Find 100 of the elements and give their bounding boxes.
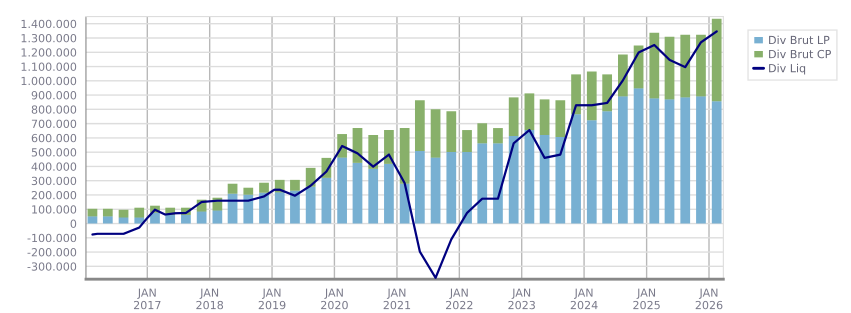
bar [259,192,269,224]
bar [212,210,222,224]
bar [102,216,113,224]
legend-label: Div Brut CP [769,50,831,58]
bar [493,143,503,224]
bar [243,194,254,224]
bar [306,186,316,224]
bar [462,130,472,152]
y-tick-label: -100.000 [28,234,76,242]
bar [664,99,674,224]
bar [228,194,238,224]
y-tick-label: 1.100.000 [22,62,76,71]
x-tick-label: JAN 2019 [258,288,286,310]
x-tick-label: JAN 2024 [570,288,598,310]
x-tick-label: JAN 2017 [134,288,160,310]
bar [462,152,472,224]
bar [680,34,690,98]
bar [649,32,660,98]
bar [508,136,519,224]
bar [602,111,612,224]
bar [712,101,722,224]
bar [274,192,285,224]
bar [477,123,488,144]
bar [414,100,425,152]
y-tick-label: 600.000 [32,134,76,142]
x-tick-label: JAN 2026 [696,288,722,310]
bar [118,218,128,224]
bar [368,168,378,224]
bar [352,128,362,163]
legend-label: Div Brut LP [769,36,830,44]
x-tick-label: JAN 2023 [508,288,535,310]
y-tick-label: 1.300.000 [22,34,76,42]
bar [430,109,440,158]
y-tick-label: 700.000 [32,120,76,128]
bar [322,178,332,224]
bar [680,97,690,224]
bar [259,182,269,193]
bar [712,18,722,102]
bar [618,96,628,224]
bar [165,214,176,224]
bar [352,162,362,224]
bar [196,212,207,224]
y-tick-label: 900.000 [32,91,76,100]
y-tick-label: 1.400.000 [22,20,76,28]
bar [243,188,254,195]
bar [150,212,160,224]
bar [118,210,128,218]
bar [290,190,300,224]
x-tick-label: JAN 2025 [633,288,660,310]
bar [540,135,550,224]
bar [181,214,191,224]
bar [540,99,550,136]
line-series [91,30,718,279]
y-tick-label: 0 [70,220,76,228]
bar [524,93,534,130]
bar [134,208,144,218]
bar [664,36,674,100]
y-tick-label: 400.000 [32,162,76,171]
bar [696,96,706,224]
bar [477,143,488,224]
bar [368,135,378,169]
bar [446,111,456,152]
bar [586,120,597,224]
bar [508,97,519,136]
y-tick-label: -300.000 [28,262,76,271]
bar [102,208,113,216]
bar [696,34,706,96]
bar [524,130,534,224]
y-tick-label: 500.000 [32,148,76,157]
x-tick-label: JAN 2021 [384,288,410,310]
bar [555,100,566,138]
x-tick-label: JAN 2022 [446,288,472,310]
bar [384,164,394,224]
bar [337,158,347,224]
x-tick-label: JAN 2018 [196,288,224,310]
bar [446,152,456,224]
bar [414,151,425,224]
y-tick-label: 1.200.000 [22,48,76,57]
bar [571,114,581,224]
bar [88,216,98,224]
bar [634,88,644,224]
bar [430,158,440,224]
bar [555,137,566,224]
bar [586,72,597,120]
y-tick-label: 1.000.000 [22,76,76,86]
bar [571,74,581,114]
y-tick-label: 800.000 [32,105,76,114]
bar [649,98,660,224]
bar [228,184,238,194]
bar [400,128,410,184]
bar [493,128,503,144]
y-tick-label: 100.000 [32,205,76,214]
y-tick-label: 300.000 [32,176,76,186]
bar [88,208,98,216]
x-tick-label: JAN 2020 [321,288,348,310]
y-tick-label: -200.000 [28,248,76,256]
legend-label: Div Liq [769,64,806,75]
bar [634,46,644,88]
y-tick-label: 200.000 [32,190,76,200]
bar [290,180,300,191]
